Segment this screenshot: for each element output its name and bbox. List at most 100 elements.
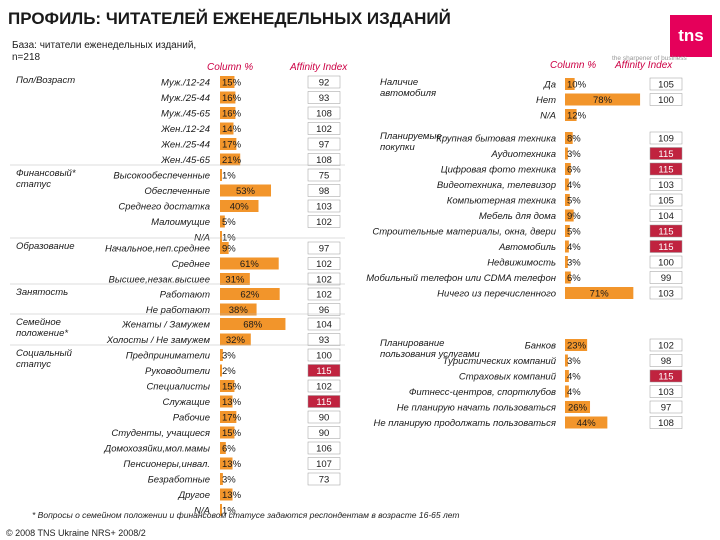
- group-label: Финансовый* статус: [16, 168, 76, 190]
- bar: [220, 349, 223, 361]
- bar: [220, 333, 251, 346]
- affinity-value: 92: [319, 78, 330, 89]
- affinity-value: 97: [319, 140, 330, 151]
- row-label: Компьютерная техника: [447, 196, 556, 207]
- row-label: Студенты, учащиеся: [111, 428, 210, 439]
- bar: [565, 93, 641, 106]
- affinity-value: 93: [319, 335, 330, 346]
- affinity-value: 109: [658, 134, 674, 145]
- affinity-value: 90: [319, 413, 330, 424]
- affinity-value: 106: [316, 444, 332, 455]
- affinity-value: 115: [658, 149, 673, 160]
- affinity-box: [307, 333, 341, 346]
- row-label: Видеотехника, телевизор: [437, 180, 556, 191]
- percent-label: 68%: [243, 320, 263, 331]
- percent-label: 3%: [567, 356, 581, 367]
- affinity-box: [649, 240, 683, 253]
- affinity-value: 98: [661, 356, 672, 367]
- percent-label: 4%: [567, 387, 581, 398]
- row-label: Муж./25-44: [161, 93, 210, 104]
- affinity-box: [307, 410, 341, 424]
- bar: [565, 194, 570, 206]
- bar: [220, 318, 286, 330]
- affinity-box: [307, 317, 341, 331]
- affinity-value: 104: [658, 211, 674, 222]
- affinity-box: [307, 184, 341, 197]
- affinity-value: 105: [658, 196, 674, 207]
- row-label: Другое: [177, 490, 210, 501]
- affinity-value: 103: [658, 180, 674, 191]
- row-label: Не планирую начать пользоваться: [397, 403, 556, 414]
- bar: [565, 256, 568, 268]
- percent-label: 40%: [230, 202, 250, 213]
- bar: [565, 132, 573, 144]
- bar: [565, 401, 591, 413]
- affinity-box: [307, 137, 341, 151]
- affinity-value: 108: [658, 418, 674, 429]
- affinity-value: 102: [316, 124, 332, 135]
- logo-tagline: the sharpener of business: [612, 55, 687, 62]
- row-label: Муж./45-65: [161, 109, 211, 120]
- row-label: Банков: [525, 341, 556, 352]
- percent-label: 21%: [222, 155, 242, 166]
- affinity-box: [307, 287, 341, 301]
- affinity-box: [307, 75, 341, 89]
- row-label: N/A: [540, 111, 556, 122]
- group-label: Планируемые покупки: [380, 131, 442, 153]
- affinity-value: 103: [658, 387, 674, 398]
- affinity-box: [649, 147, 683, 160]
- bar: [220, 257, 279, 270]
- bar: [220, 411, 237, 423]
- affinity-value: 115: [658, 165, 673, 176]
- row-label: Работают: [160, 290, 210, 301]
- percent-label: 13%: [222, 459, 242, 470]
- bar: [220, 273, 250, 285]
- bar: [220, 242, 229, 254]
- percent-label: 8%: [567, 134, 581, 145]
- affinity-value: 90: [319, 428, 330, 439]
- percent-label: 14%: [222, 124, 242, 135]
- affinity-box: [649, 338, 683, 352]
- affinity-value: 102: [316, 259, 332, 270]
- percent-label: 4%: [567, 372, 581, 383]
- bar: [565, 370, 569, 382]
- affinity-value: 100: [658, 258, 674, 269]
- affinity-box: [649, 255, 683, 269]
- percent-label: 62%: [240, 290, 260, 301]
- row-label: Строительные материалы, окна, двери: [372, 227, 556, 238]
- bar: [220, 153, 241, 166]
- percent-label: 1%: [222, 506, 236, 517]
- percent-label: 16%: [222, 93, 242, 104]
- percent-label: 3%: [222, 475, 236, 486]
- affinity-value: 108: [316, 155, 332, 166]
- percent-label: 17%: [222, 140, 242, 151]
- bar: [565, 354, 568, 367]
- affinity-value: 99: [661, 273, 672, 284]
- affinity-box: [307, 395, 341, 408]
- bar: [565, 78, 575, 90]
- row-label: Не планирую продолжать пользоваться: [373, 418, 556, 429]
- bar: [220, 200, 259, 212]
- bar: [220, 426, 235, 439]
- affinity-value: 97: [661, 403, 672, 414]
- affinity-box: [649, 369, 683, 383]
- affinity-value: 107: [316, 459, 332, 470]
- affinity-value: 98: [319, 186, 330, 197]
- percent-label: 15%: [222, 382, 242, 393]
- bar: [565, 271, 571, 284]
- bar: [220, 457, 233, 470]
- affinity-value: 96: [319, 305, 330, 316]
- bar: [565, 339, 588, 351]
- bar: [220, 169, 222, 181]
- affinity-box: [307, 91, 341, 104]
- row-label: Служащие: [163, 397, 210, 408]
- percent-label: 5%: [567, 227, 581, 238]
- bar: [220, 488, 233, 501]
- affinity-value: 102: [316, 290, 332, 301]
- percent-label: 5%: [567, 196, 581, 207]
- bar: [565, 416, 608, 429]
- row-label: Рабочие: [173, 413, 210, 424]
- row-label: N/A: [194, 506, 210, 517]
- bar: [220, 395, 233, 408]
